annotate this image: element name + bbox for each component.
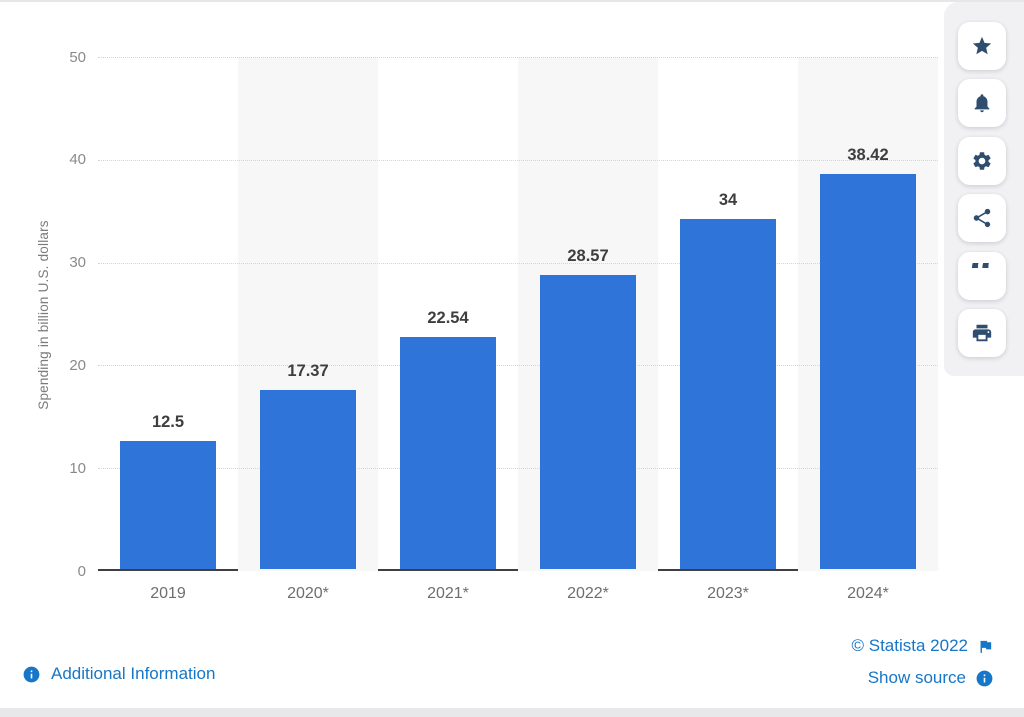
info-icon (975, 669, 994, 688)
show-source-link[interactable]: Show source (868, 668, 994, 688)
bar-value-label: 34 (718, 191, 738, 210)
cite-button[interactable]: “ (958, 252, 1006, 300)
copyright-label: © Statista 2022 (851, 636, 969, 655)
flag-icon[interactable] (977, 638, 994, 655)
additional-information-link[interactable]: Additional Information (22, 664, 215, 684)
gear-icon (971, 150, 993, 172)
top-border (0, 0, 1024, 2)
bar-value-label: 38.42 (847, 146, 889, 165)
bar-2020[interactable] (260, 390, 356, 569)
x-tick-label: 2020* (287, 585, 329, 602)
copyright-line: © Statista 2022 (852, 636, 995, 656)
y-tick-label: 10 (69, 459, 86, 477)
bar-value-label: 17.37 (287, 362, 329, 381)
gridline (98, 468, 938, 470)
gridline (98, 57, 938, 58)
gridline (98, 262, 938, 264)
y-tick-label: 30 (69, 254, 86, 272)
show-source-label: Show source (867, 668, 966, 687)
x-tick-label: 2024* (847, 585, 889, 602)
bar-2019[interactable] (120, 440, 216, 569)
info-icon (22, 665, 41, 684)
share-icon (971, 207, 993, 229)
y-tick-label: 40 (69, 151, 86, 169)
x-axis-labels: 2019 2020* 2021* 2022* 2023* 2024* (98, 584, 938, 604)
y-axis-ticks: 0 10 20 30 40 50 (20, 49, 86, 580)
bar-2023[interactable] (680, 219, 776, 569)
notification-button[interactable] (958, 79, 1006, 127)
share-button[interactable] (958, 194, 1006, 242)
x-tick-label: 2022* (567, 585, 609, 602)
bar-value-label: 28.57 (567, 247, 609, 266)
bar-2022[interactable] (540, 275, 636, 569)
y-tick-label: 20 (69, 356, 86, 374)
bell-icon (971, 92, 993, 114)
additional-information-label: Additional Information (51, 664, 216, 683)
print-icon (971, 322, 993, 344)
bottom-border (0, 708, 1024, 717)
x-tick-label: 2019 (150, 585, 186, 602)
bar-value-label: 22.54 (427, 309, 469, 328)
y-tick-label: 0 (77, 562, 86, 580)
star-icon (971, 35, 993, 57)
gridline (98, 365, 938, 367)
bar-2021[interactable] (400, 337, 496, 569)
settings-button[interactable] (958, 137, 1006, 185)
plot-area: 12.5 17.37 22.54 28.57 34 38.42 (98, 57, 938, 571)
bar-value-label: 12.5 (151, 412, 185, 431)
gridline (98, 159, 938, 161)
y-tick-label: 50 (69, 48, 86, 66)
favorite-button[interactable] (958, 22, 1006, 70)
quote-icon: “ (969, 263, 995, 289)
print-button[interactable] (958, 309, 1006, 357)
x-tick-label: 2023* (707, 585, 749, 602)
x-tick-label: 2021* (427, 585, 469, 602)
bar-2024[interactable] (820, 174, 916, 569)
